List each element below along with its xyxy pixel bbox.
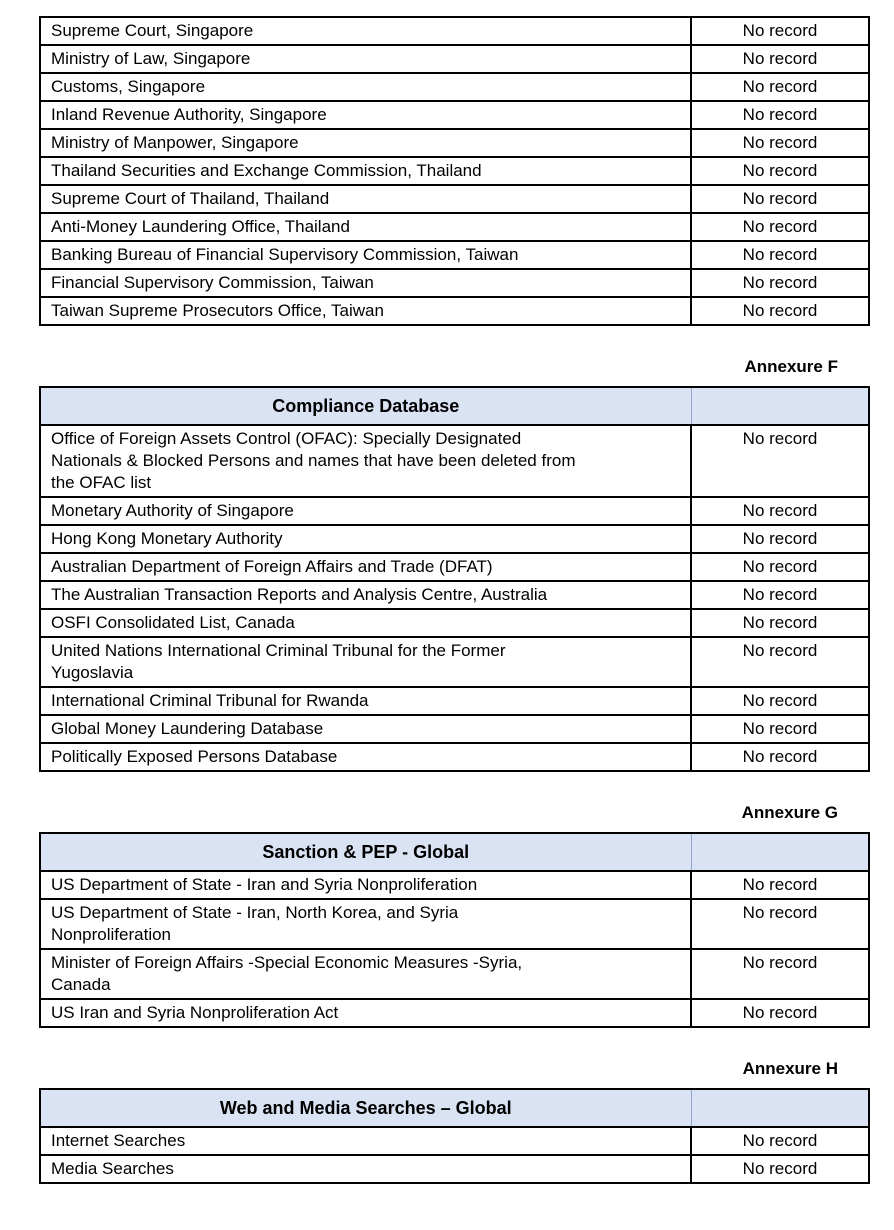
result-cell: No record	[690, 184, 870, 214]
table-row: Hong Kong Monetary Authority No record	[39, 524, 870, 554]
source-cell: Financial Supervisory Commission, Taiwan	[39, 268, 692, 298]
table-row: Inland Revenue Authority, Singapore No r…	[39, 100, 870, 130]
result-cell: No record	[690, 714, 870, 744]
source-cell: Ministry of Law, Singapore	[39, 44, 692, 74]
result-cell: No record	[690, 1154, 870, 1184]
table-row: Supreme Court, Singapore No record	[39, 16, 870, 46]
result-cell: No record	[690, 686, 870, 716]
annexure-label-g: Annexure G	[741, 803, 838, 822]
table-row: Office of Foreign Assets Control (OFAC):…	[39, 424, 870, 498]
table-title: Compliance Database	[39, 386, 692, 426]
table-row: Financial Supervisory Commission, Taiwan…	[39, 268, 870, 298]
table-row: Taiwan Supreme Prosecutors Office, Taiwa…	[39, 296, 870, 326]
result-cell: No record	[690, 552, 870, 582]
table-title: Sanction & PEP - Global	[39, 832, 692, 872]
table-row: Politically Exposed Persons Database No …	[39, 742, 870, 772]
source-cell: Internet Searches	[39, 1126, 692, 1156]
result-cell: No record	[690, 496, 870, 526]
source-cell: US Iran and Syria Nonproliferation Act	[39, 998, 692, 1028]
table-row: Thailand Securities and Exchange Commiss…	[39, 156, 870, 186]
result-cell: No record	[690, 100, 870, 130]
table-row: Internet Searches No record	[39, 1126, 870, 1156]
result-cell: No record	[690, 898, 870, 950]
source-cell: United Nations International Criminal Tr…	[39, 636, 692, 688]
table-row: Customs, Singapore No record	[39, 72, 870, 102]
table-row: Supreme Court of Thailand, Thailand No r…	[39, 184, 870, 214]
table-header-row: Web and Media Searches – Global	[39, 1088, 870, 1128]
table-header-spacer	[690, 832, 870, 872]
result-cell: No record	[690, 636, 870, 688]
table-row: US Department of State - Iran and Syria …	[39, 870, 870, 900]
source-cell: Banking Bureau of Financial Supervisory …	[39, 240, 692, 270]
source-cell: Global Money Laundering Database	[39, 714, 692, 744]
table-header-spacer	[690, 1088, 870, 1128]
source-cell: The Australian Transaction Reports and A…	[39, 580, 692, 610]
result-cell: No record	[690, 742, 870, 772]
table-row: US Department of State - Iran, North Kor…	[39, 898, 870, 950]
table-row: Monetary Authority of Singapore No recor…	[39, 496, 870, 526]
source-cell: Supreme Court of Thailand, Thailand	[39, 184, 692, 214]
source-cell: Anti-Money Laundering Office, Thailand	[39, 212, 692, 242]
source-cell: Taiwan Supreme Prosecutors Office, Taiwa…	[39, 296, 692, 326]
table-header-row: Compliance Database	[39, 386, 870, 426]
source-cell: Inland Revenue Authority, Singapore	[39, 100, 692, 130]
source-cell: International Criminal Tribunal for Rwan…	[39, 686, 692, 716]
web-media-searches-table: Web and Media Searches – Global Internet…	[39, 1088, 870, 1184]
result-cell: No record	[690, 1126, 870, 1156]
table-row: Ministry of Law, Singapore No record	[39, 44, 870, 74]
source-cell: Monetary Authority of Singapore	[39, 496, 692, 526]
result-cell: No record	[690, 608, 870, 638]
annexure-label-f: Annexure F	[744, 357, 838, 376]
result-cell: No record	[690, 424, 870, 498]
source-cell: OSFI Consolidated List, Canada	[39, 608, 692, 638]
source-cell: Thailand Securities and Exchange Commiss…	[39, 156, 692, 186]
result-cell: No record	[690, 524, 870, 554]
table-row: The Australian Transaction Reports and A…	[39, 580, 870, 610]
table-header-row: Sanction & PEP - Global	[39, 832, 870, 872]
source-cell: Media Searches	[39, 1154, 692, 1184]
result-cell: No record	[690, 580, 870, 610]
source-cell: US Department of State - Iran and Syria …	[39, 870, 692, 900]
table-title: Web and Media Searches – Global	[39, 1088, 692, 1128]
table-header-spacer	[690, 386, 870, 426]
table-row: Global Money Laundering Database No reco…	[39, 714, 870, 744]
report-content: Supreme Court, Singapore No record Minis…	[39, 16, 870, 1184]
result-cell: No record	[690, 870, 870, 900]
table-row: Anti-Money Laundering Office, Thailand N…	[39, 212, 870, 242]
result-cell: No record	[690, 240, 870, 270]
result-cell: No record	[690, 156, 870, 186]
result-cell: No record	[690, 948, 870, 1000]
result-cell: No record	[690, 16, 870, 46]
source-cell: US Department of State - Iran, North Kor…	[39, 898, 692, 950]
sanction-pep-table: Sanction & PEP - Global US Department of…	[39, 832, 870, 1028]
source-cell: Hong Kong Monetary Authority	[39, 524, 692, 554]
table-row: Media Searches No record	[39, 1154, 870, 1184]
source-cell: Office of Foreign Assets Control (OFAC):…	[39, 424, 692, 498]
result-cell: No record	[690, 44, 870, 74]
result-cell: No record	[690, 268, 870, 298]
result-cell: No record	[690, 72, 870, 102]
result-cell: No record	[690, 212, 870, 242]
table-row: OSFI Consolidated List, Canada No record	[39, 608, 870, 638]
source-cell: Australian Department of Foreign Affairs…	[39, 552, 692, 582]
result-cell: No record	[690, 128, 870, 158]
regulatory-sources-table: Supreme Court, Singapore No record Minis…	[39, 16, 870, 326]
table-row: Banking Bureau of Financial Supervisory …	[39, 240, 870, 270]
result-cell: No record	[690, 998, 870, 1028]
table-row: Australian Department of Foreign Affairs…	[39, 552, 870, 582]
source-cell: Politically Exposed Persons Database	[39, 742, 692, 772]
table-row: Ministry of Manpower, Singapore No recor…	[39, 128, 870, 158]
compliance-database-table: Compliance Database Office of Foreign As…	[39, 386, 870, 772]
table-row: International Criminal Tribunal for Rwan…	[39, 686, 870, 716]
source-cell: Minister of Foreign Affairs -Special Eco…	[39, 948, 692, 1000]
source-cell: Customs, Singapore	[39, 72, 692, 102]
source-cell: Ministry of Manpower, Singapore	[39, 128, 692, 158]
table-row: US Iran and Syria Nonproliferation Act N…	[39, 998, 870, 1028]
table-row: United Nations International Criminal Tr…	[39, 636, 870, 688]
table-row: Minister of Foreign Affairs -Special Eco…	[39, 948, 870, 1000]
result-cell: No record	[690, 296, 870, 326]
annexure-label-h: Annexure H	[742, 1059, 838, 1078]
source-cell: Supreme Court, Singapore	[39, 16, 692, 46]
